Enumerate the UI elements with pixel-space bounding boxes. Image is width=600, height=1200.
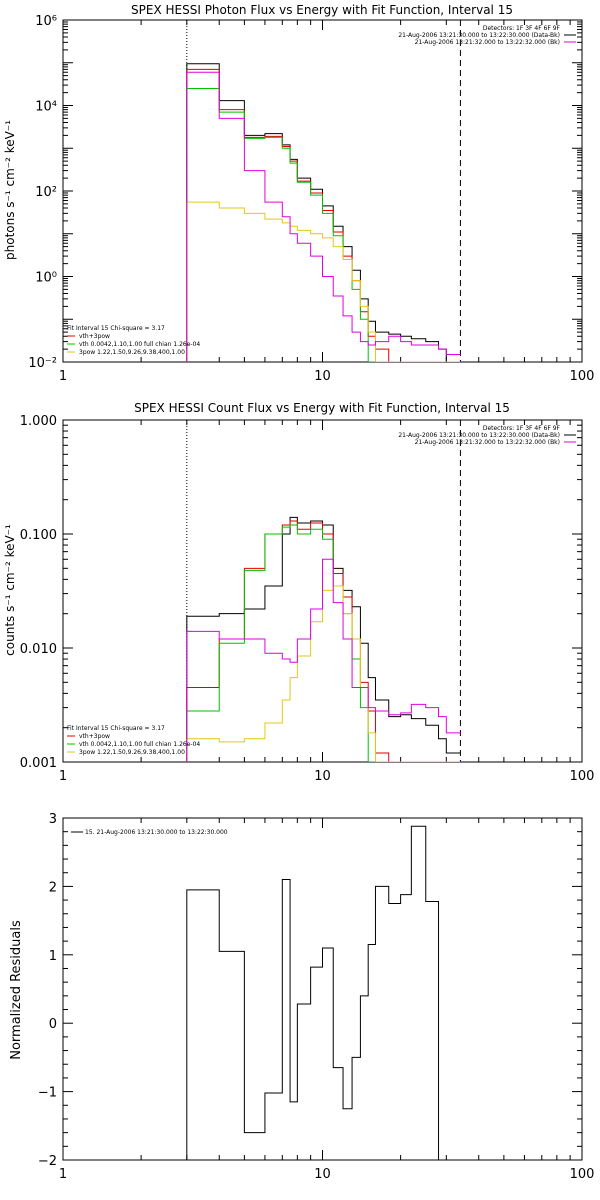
series-line-bk [186,71,461,362]
series-line-vth-3pow [186,68,461,362]
y-tick-label: 10⁰ [35,271,57,286]
plot-frame [62,817,583,1161]
x-tick-label: 10 [314,1167,331,1182]
x-tick-label: 1 [59,1167,67,1182]
legend-bottom-text: vth+3pow [79,333,110,340]
legend-top-text: 21-Aug-2006 13:21:32.000 to 13:22:32.000… [415,39,560,46]
legend-bottom-text: vth 0.0042,1.10,1.00 full chian 1.26e-04 [79,341,200,348]
x-tick-label: 100 [570,369,595,384]
legend-top-text: 21-Aug-2006 13:21:32.000 to 13:22:32.000… [415,439,560,446]
y-tick-label: 10⁴ [35,100,57,115]
series-line-vth-3pow [186,520,461,762]
panel1-title: SPEX HESSI Photon Flux vs Energy with Fi… [131,3,513,17]
legend-top-text: Detectors: 1F 3F 4F 6F 9F [483,25,561,32]
panel-residuals: Normalized Residuals 1 10 100 −2 −1 0 1 2 3 15. 2… [9,812,594,1182]
panel2-ylabel: counts s⁻¹ cm⁻² keV⁻¹ [3,524,17,656]
y-tick-label: 3 [49,812,57,827]
y-tick-label: 10⁻² [28,356,57,371]
x-tick-label: 1 [59,369,67,384]
legend-bottom-text: 3pow 1.22,1.50,9.26,9.38,400,1.00 [79,349,185,356]
x-tick-label: 100 [570,1167,595,1182]
panel3-plot: 1 10 100 −2 −1 0 1 2 3 15. 21-Aug-2006 13:21:30.0… [38,812,595,1182]
series-line-vth [186,87,461,362]
legend-top-text: 21-Aug-2006 13:21:30.000 to 13:22:30.000… [398,432,560,439]
panel1-ylabel: photons s⁻¹ cm⁻² keV⁻¹ [3,120,17,260]
series-line-data-bk [186,63,461,362]
legend-bottom-text: vth+3pow [79,733,110,740]
legend-residual-text: 15. 21-Aug-2006 13:21:30.000 to 13:22:30… [85,829,228,836]
panel1-plot: 1 10 100 10⁻² 10⁰ 10² 10⁴ 10⁶ Detectors: 1F 3F 4… [28,14,594,384]
series-line-15-21-aug-2006-13-21-30-000-to-13-22-30-000 [186,825,461,1160]
series-line-data-bk [186,516,461,762]
legend-top-text: 21-Aug-2006 13:21:30.000 to 13:22:30.000… [398,32,560,39]
x-tick-label: 10 [314,369,331,384]
panel-photon-flux: SPEX HESSI Photon Flux vs Energy with Fi… [3,3,594,384]
y-tick-label: 1 [49,949,57,964]
panel2-plot: 1 10 100 0.001 0.010 0.100 1.000 Detectors: 1F … [20,414,595,784]
y-tick-label: −2 [38,1154,57,1169]
panel3-ylabel: Normalized Residuals [9,920,24,1060]
y-tick-label: 0.010 [20,642,57,657]
y-tick-label: 0 [49,1017,57,1032]
series-line-bk [186,558,461,762]
x-tick-label: 100 [570,769,595,784]
x-tick-label: 1 [59,769,67,784]
legend-bottom-text: vth 0.0042,1.10,1.00 full chian 1.26e-04 [79,741,200,748]
y-tick-label: 10² [35,185,57,200]
series-line-3pow [186,201,461,362]
panel-count-flux: SPEX HESSI Count Flux vs Energy with Fit… [3,401,594,784]
series-line-3pow [186,585,461,762]
y-tick-label: −1 [38,1086,57,1101]
x-tick-label: 10 [314,769,331,784]
series-line-vth [186,524,461,762]
y-tick-label: 1.000 [20,414,57,429]
y-tick-label: 2 [49,880,57,895]
y-tick-label: 0.100 [20,528,57,543]
legend-bottom-text: 3pow 1.22,1.50,9.26,9.38,400,1.00 [79,749,185,756]
panel2-title: SPEX HESSI Count Flux vs Energy with Fit… [134,401,510,415]
y-tick-label: 0.001 [20,756,57,771]
legend-top-text: Detectors: 1F 3F 4F 6F 9F [483,425,561,432]
legend-bottom-text: Fit Interval 15 Chi-square = 3.17 [67,325,165,332]
legend-bottom-text: Fit Interval 15 Chi-square = 3.17 [67,725,165,732]
y-tick-label: 10⁶ [35,14,57,29]
